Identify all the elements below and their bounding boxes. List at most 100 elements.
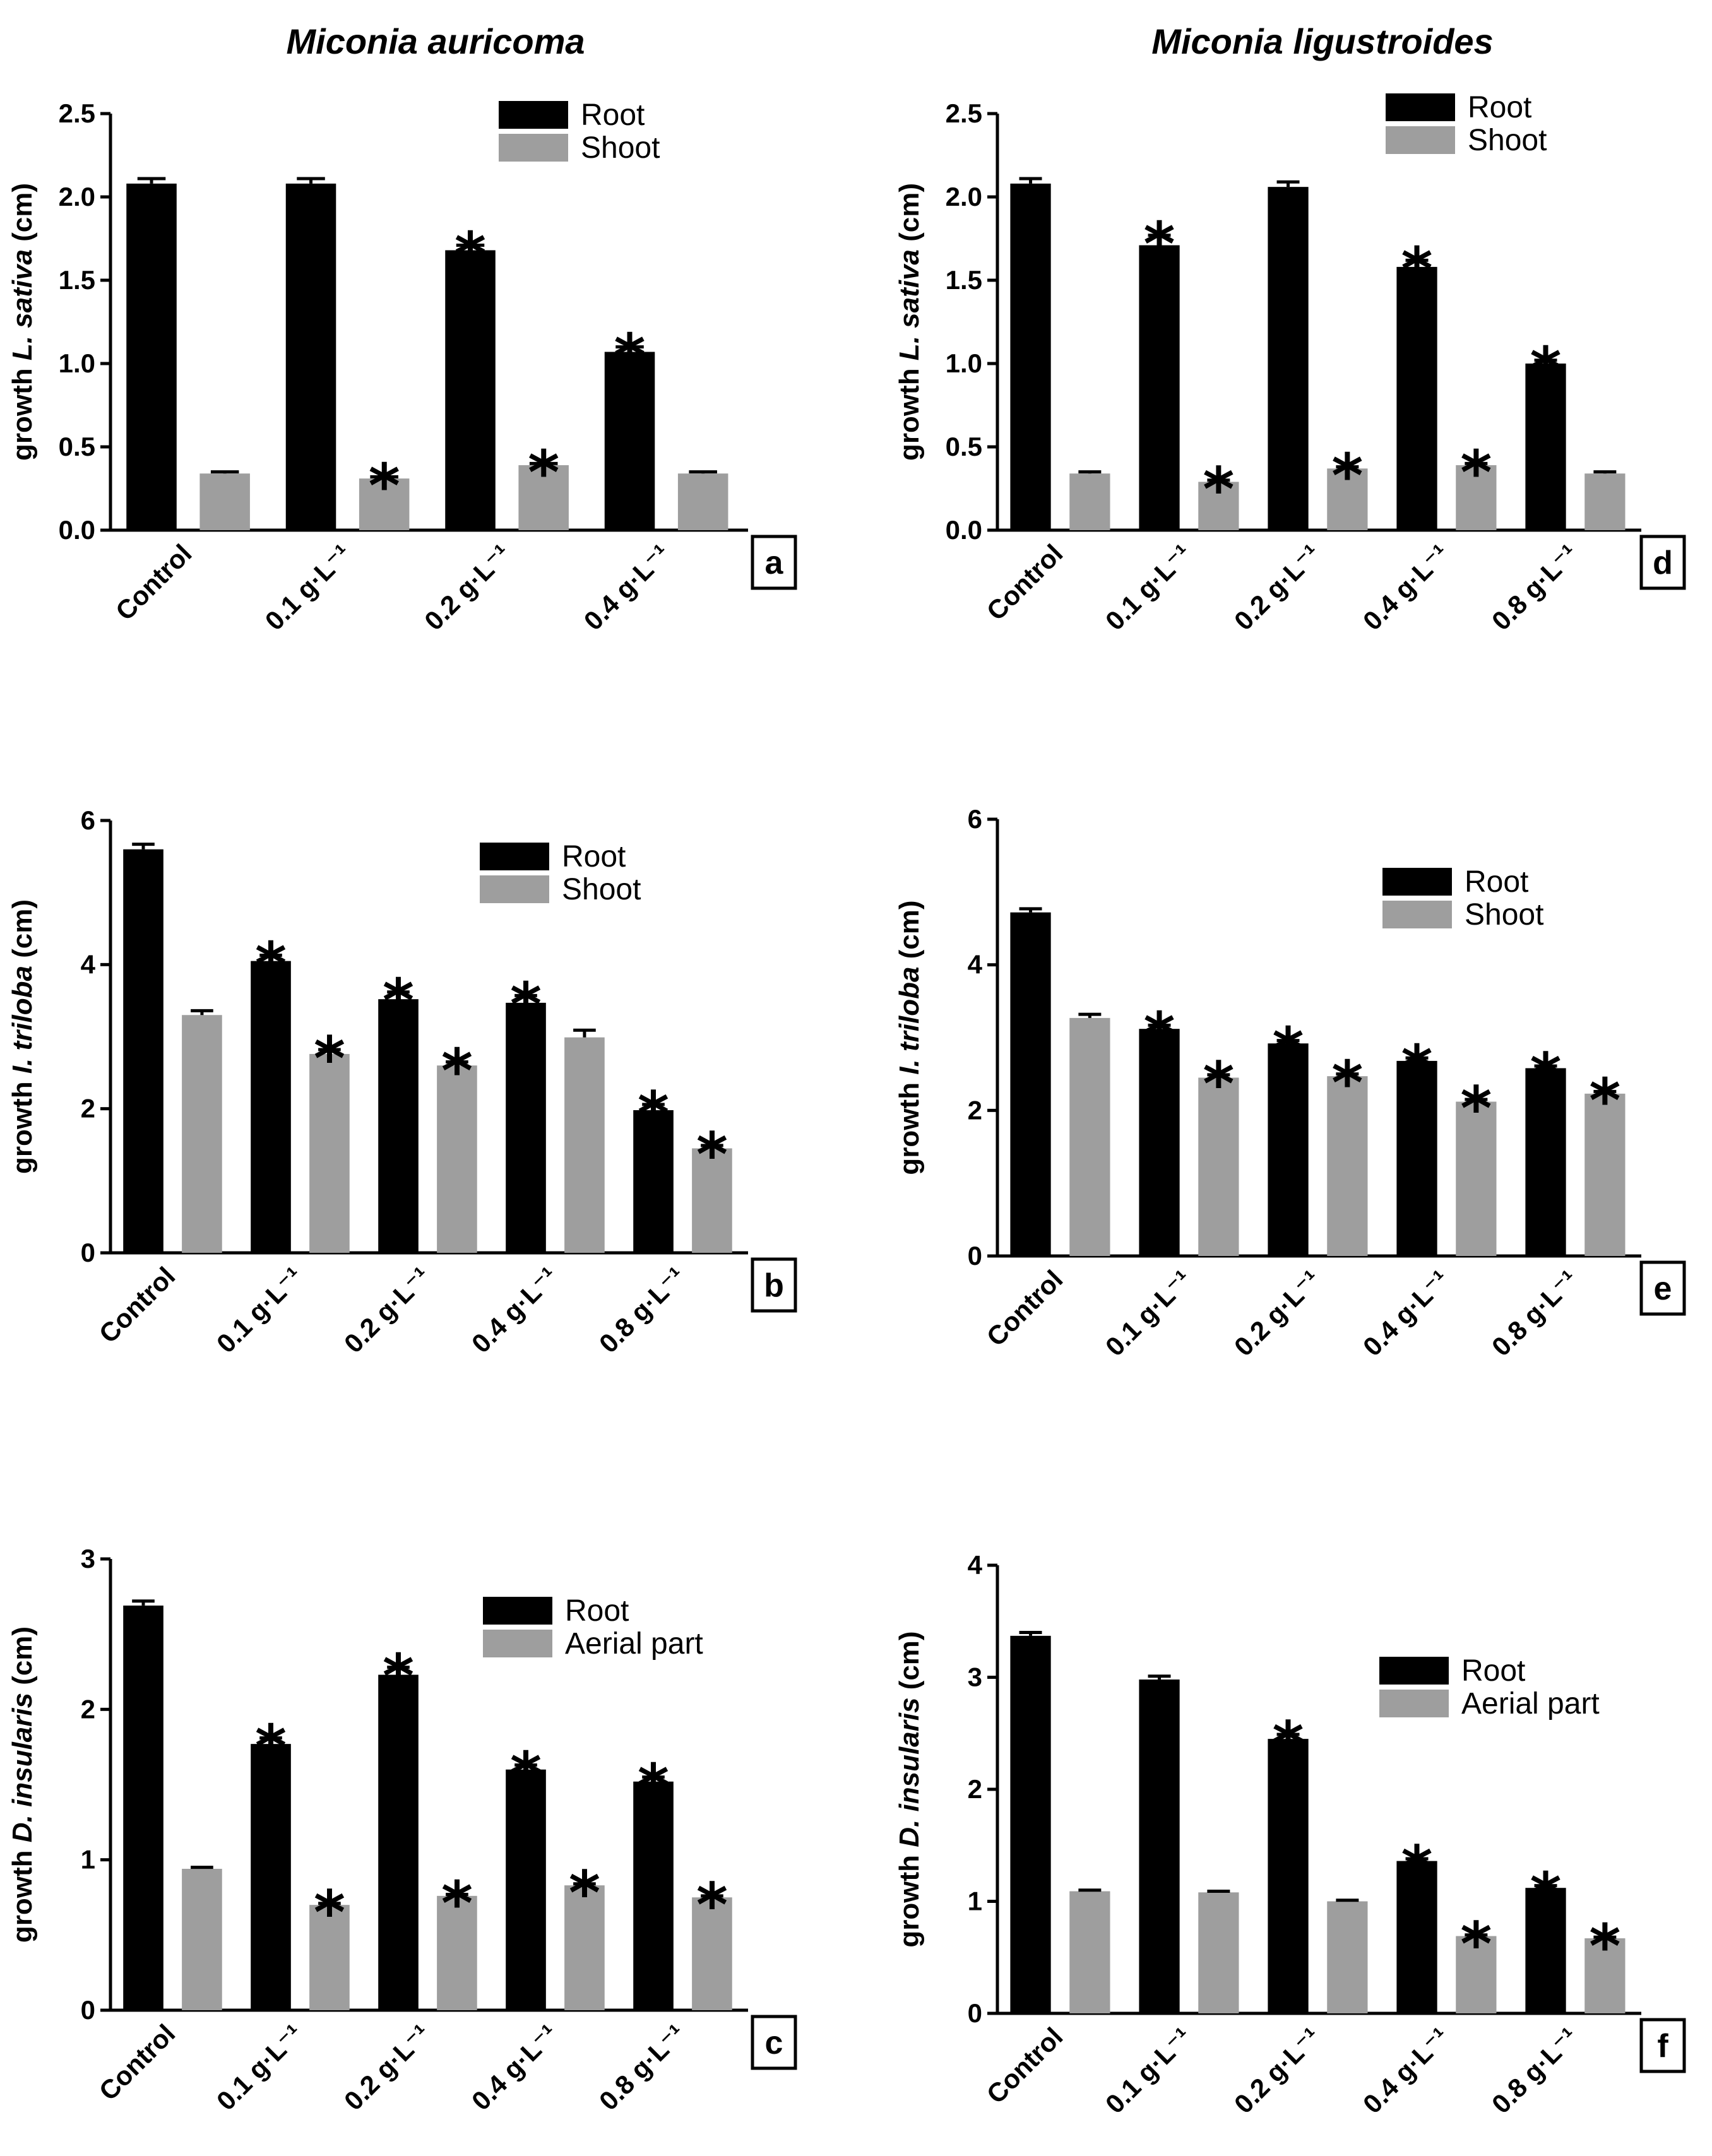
significance-star: * [1589,1911,1620,1982]
bar-root [1396,266,1437,530]
bar-aerial-part [437,1895,477,2010]
legend-label: Root [1461,1654,1525,1688]
y-tick-label: 3 [81,1544,95,1573]
significance-star: * [696,1120,728,1190]
y-tick-label: 4 [81,949,96,979]
y-axis-label-suffix: (cm) [7,899,38,966]
significance-star: * [1143,999,1175,1070]
significance-star: * [1203,454,1234,525]
bar-root [126,183,177,530]
panel-label-box [751,2015,797,2070]
bar-shoot [677,473,728,530]
significance-star: * [383,966,414,1037]
x-tick-label: 0.8 g·L⁻¹ [1486,2022,1584,2119]
x-tick-label: 0.8 g·L⁻¹ [593,2018,691,2116]
bar-root [1139,245,1180,530]
x-tick-label: Control [93,1261,181,1349]
y-axis-label-suffix: (cm) [7,183,38,249]
bar-root [445,250,496,530]
y-tick-label: 4 [968,1550,983,1580]
bar-shoot [518,465,569,530]
legend-swatch-root [483,1597,552,1625]
legend-swatch-root [499,101,568,129]
bar-root [1396,1861,1437,2013]
significance-star: * [528,437,559,508]
x-tick-label: 0.4 g·L⁻¹ [1357,1264,1455,1362]
y-tick-label: 0 [81,1238,95,1267]
legend-swatch-shoot [1382,901,1452,928]
legend-label: Aerial part [565,1627,703,1661]
bar-shoot [182,1015,222,1253]
significance-star: * [1143,210,1175,280]
significance-star: * [1331,1048,1363,1119]
y-tick-label: 2.5 [946,98,982,128]
x-tick-label: 0.4 g·L⁻¹ [466,1261,564,1359]
y-axis-label-prefix: growth [7,360,38,461]
bar-aerial-part [1198,1892,1239,2013]
bar-shoot [1198,1077,1239,1256]
x-tick-label: 0.4 g·L⁻¹ [578,538,676,636]
legend-label: Aerial part [1461,1687,1600,1721]
x-tick-label: 0.2 g·L⁻¹ [338,1261,436,1359]
legend-label: Root [565,1594,629,1628]
y-tick-label: 0.5 [946,432,982,461]
x-tick-label: 0.1 g·L⁻¹ [1100,2022,1198,2119]
bar-root [1525,1888,1566,2013]
bar-aerial-part [1327,1901,1368,2013]
bar-root [285,183,336,530]
y-axis-label-suffix: (cm) [894,183,925,249]
significance-star: * [314,1024,345,1094]
x-tick-label: Control [981,538,1069,626]
y-tick-label: 0.5 [59,432,95,461]
y-tick-label: 0 [81,1995,95,2025]
bar-aerial-part [1456,1936,1497,2013]
y-axis-label-suffix: (cm) [894,900,925,966]
significance-star: * [255,1712,287,1783]
x-tick-label: Control [981,2022,1069,2109]
y-axis-label-suffix: (cm) [7,1626,38,1693]
y-axis-label-suffix: (cm) [894,1631,925,1697]
significance-star: * [369,451,400,522]
y-tick-label: 3 [968,1662,982,1692]
bar-shoot [359,478,410,530]
bar-shoot [1327,1076,1368,1256]
x-tick-label: 0.2 g·L⁻¹ [419,538,516,636]
y-axis-label: growth L. sativa (cm) [7,183,38,461]
significance-star: * [1401,1032,1432,1103]
panel-label-box [1639,535,1686,590]
significance-star: * [1401,1833,1432,1904]
bar-shoot [692,1148,732,1253]
y-tick-label: 1 [968,1886,982,1916]
significance-star: * [638,1751,669,1822]
y-tick-label: 4 [968,950,983,980]
x-tick-label: 0.2 g·L⁻¹ [1228,2022,1326,2119]
y-axis-label-species: L. sativa [894,249,925,360]
y-axis-label-species: I. triloba [7,966,38,1074]
y-axis-label-prefix: growth [894,1847,925,1948]
legend-swatch-root [480,843,549,870]
chart-panel-a: 0.0 0.5 1.0 1.5 2.0 2.5 growth L. sativa (cm) C… [7,98,797,636]
bar-root [1525,1068,1566,1256]
y-tick-label: 1 [81,1845,95,1875]
x-tick-label: 0.1 g·L⁻¹ [1100,538,1198,636]
y-axis-label-prefix: growth [7,1842,38,1943]
y-tick-label: 2 [968,1774,982,1804]
y-tick-label: 1.0 [946,348,982,378]
x-tick-label: 0.2 g·L⁻¹ [1228,1264,1326,1362]
y-tick-label: 0 [968,1998,982,2028]
significance-star: * [1589,1065,1620,1136]
x-tick-label: 0.4 g·L⁻¹ [1357,538,1455,636]
x-tick-label: 0.4 g·L⁻¹ [466,2018,564,2116]
y-tick-label: 1.5 [59,265,95,295]
legend-label: Shoot [581,131,660,165]
significance-star: * [1401,234,1432,305]
significance-star: * [638,1079,669,1149]
y-tick-label: 2.0 [946,182,982,211]
bar-root [1268,1043,1309,1256]
x-tick-label: 0.8 g·L⁻¹ [593,1261,691,1359]
x-tick-label: 0.2 g·L⁻¹ [1228,538,1326,636]
legend-swatch-shoot [1386,126,1455,154]
bar-root [251,1744,291,2010]
panel-label: d [1653,545,1673,581]
